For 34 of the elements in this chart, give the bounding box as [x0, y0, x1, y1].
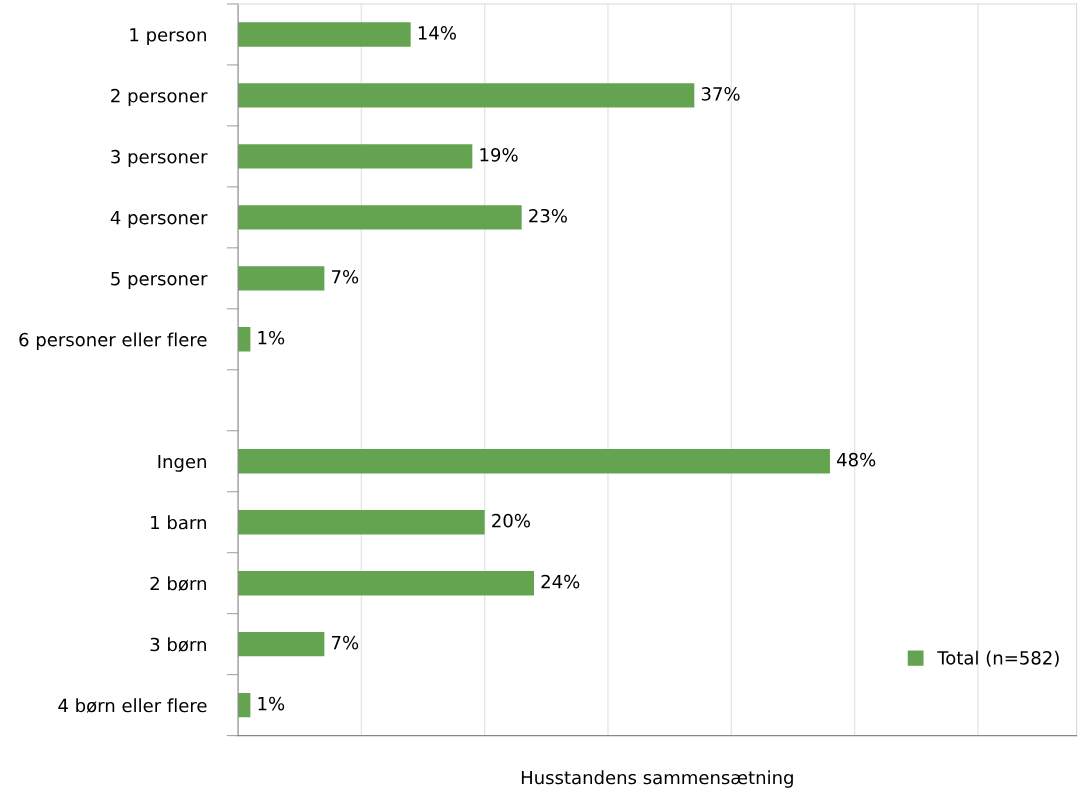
y-tick-label: 1 person [130, 28, 206, 46]
y-tick-label: 3 personer [111, 149, 208, 167]
y-tick-label: 4 personer [110, 211, 208, 228]
data-label: 1% [258, 330, 285, 345]
bar [238, 571, 534, 596]
data-label: 24% [541, 574, 580, 589]
bar [238, 266, 325, 291]
bar [238, 22, 411, 47]
y-tick-label: 2 personer [111, 88, 208, 107]
bar [238, 327, 251, 352]
bar [238, 631, 325, 657]
data-label: 48% [837, 452, 876, 467]
bar [238, 205, 522, 230]
bar [238, 83, 695, 108]
bar [238, 144, 473, 169]
bar [238, 510, 485, 535]
y-tick-label: 2 børn [150, 576, 206, 591]
data-label: 20% [492, 513, 530, 528]
data-label: 19% [480, 147, 518, 162]
y-tick-label: 1 barn [151, 515, 206, 530]
x-axis-title: Husstandens sammensætning [521, 770, 793, 788]
data-label: 7% [332, 635, 359, 650]
data-label: 14% [418, 26, 456, 40]
data-label: 23% [529, 208, 567, 223]
legend-label: Total (n=582) [937, 650, 1059, 667]
y-tick-label: Ingen [158, 454, 206, 472]
y-tick-label: 5 personer [111, 272, 208, 289]
data-label: 1% [258, 696, 285, 711]
data-label: 37% [701, 87, 740, 101]
data-label: 7% [332, 269, 359, 284]
y-tick-label: 3 børn [150, 637, 206, 652]
y-tick-label: 4 børn eller flere [58, 698, 207, 713]
y-tick-label: 6 personer eller flere [19, 332, 207, 350]
bar [238, 449, 830, 474]
